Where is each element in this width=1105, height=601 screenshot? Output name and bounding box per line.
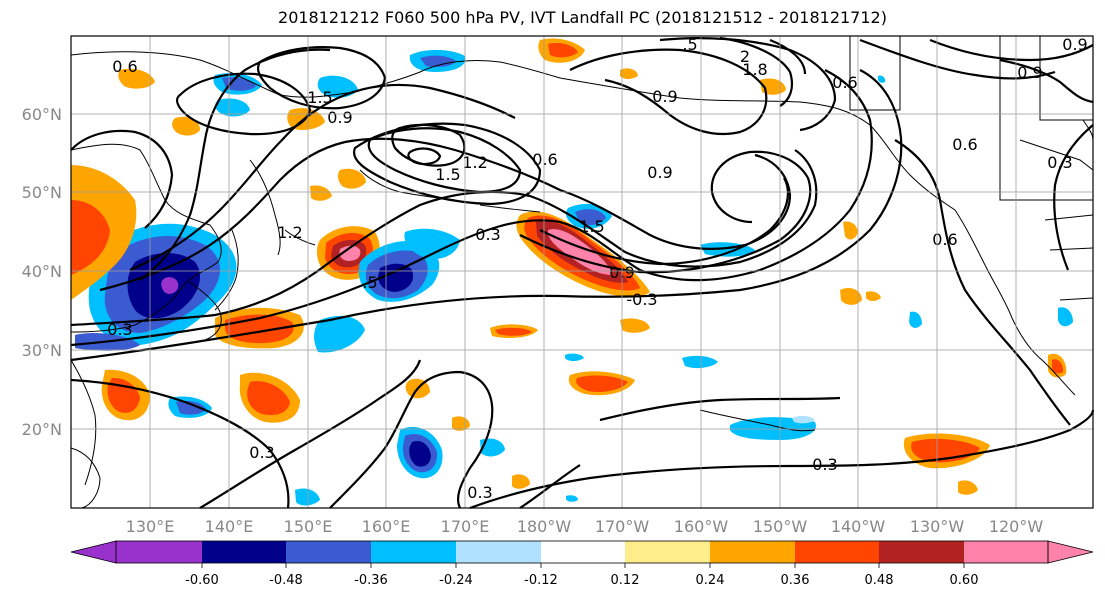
- page-title: 2018121212 F060 500 hPa PV, IVT Landfall…: [278, 8, 887, 27]
- colorbar-swatch: [456, 541, 541, 563]
- contour-label: 0.3: [467, 483, 492, 502]
- contour-label: 1.5: [307, 88, 332, 107]
- colorbar-swatch: [541, 541, 625, 563]
- contour-label: 0.6: [832, 73, 857, 92]
- lat-label-30n: 30°N: [22, 341, 62, 360]
- lon-label-160e: 160°E: [362, 517, 411, 536]
- ivt-contours: [70, 36, 1095, 510]
- contour-label: 1.2: [277, 223, 302, 242]
- lon-label-150e: 150°E: [284, 517, 333, 536]
- contour-label: .5: [682, 35, 697, 54]
- contour-label: 1.8: [742, 60, 767, 79]
- contour-label: 2: [740, 47, 750, 66]
- lat-label-50n: 50°N: [22, 183, 62, 202]
- colorbar-tick-label: -0.24: [439, 573, 473, 588]
- latitude-labels: 60°N 50°N 40°N 30°N 20°N: [22, 105, 62, 439]
- lat-label-40n: 40°N: [22, 262, 62, 281]
- contour-label: -0.3: [626, 290, 657, 309]
- contour-label: 1.5: [435, 165, 460, 184]
- colorbar-swatch: [202, 541, 286, 563]
- colorbar-swatch: [795, 541, 879, 563]
- contour-label: 0.9: [1062, 35, 1087, 54]
- colorbar-swatch: [964, 541, 1048, 563]
- lon-label-180w: 180°W: [517, 517, 572, 536]
- colorbar-swatch: [116, 541, 202, 563]
- contour-label: 0.3: [249, 443, 274, 462]
- colorbar-tick-label: -0.36: [354, 573, 388, 588]
- contour-label: 0.9: [647, 163, 672, 182]
- lon-label-120w: 120°W: [989, 517, 1044, 536]
- contour-label: 1.2: [462, 153, 487, 172]
- contour-label: 0.6: [532, 150, 557, 169]
- colorbar-swatch: [371, 541, 456, 563]
- contour-label: 0.9: [327, 108, 352, 127]
- contour-label: 0.3: [812, 455, 837, 474]
- colorbar-tick-label: -0.60: [185, 573, 219, 588]
- colorbar-swatch: [286, 541, 371, 563]
- pv-shading: [71, 38, 1073, 506]
- colorbar-tick-label: -0.12: [524, 573, 558, 588]
- colorbar: -0.60 -0.48 -0.36 -0.24 -0.12 0.12 0.24 …: [70, 540, 1094, 588]
- colorbar-tick-label: -0.48: [269, 573, 303, 588]
- colorbar-swatch: [625, 541, 710, 563]
- colorbar-tick-label: 0.24: [696, 573, 725, 588]
- contour-label: 0.9: [1017, 63, 1042, 82]
- contour-label: 0.6: [932, 230, 957, 249]
- contour-label: 0.3: [475, 225, 500, 244]
- contour-label: 1.5: [579, 217, 604, 236]
- lon-label-170w: 170°W: [595, 517, 650, 536]
- longitude-labels: 130°E 140°E 150°E 160°E 170°E 180°W 170°…: [126, 517, 1044, 536]
- gridlines: [71, 36, 1093, 508]
- colorbar-tick-label: 0.60: [950, 573, 979, 588]
- contour-label: .5: [362, 273, 377, 292]
- lon-label-160w: 160°W: [674, 517, 729, 536]
- colorbar-tick-label: 0.48: [865, 573, 894, 588]
- map-panel: 0.6 1.5 0.9 .5 2 1.8 0.9 0.6 0.9 0.9 1.2…: [70, 35, 1095, 510]
- lon-label-170e: 170°E: [441, 517, 490, 536]
- colorbar-tick-label: 0.12: [611, 573, 640, 588]
- lat-label-60n: 60°N: [22, 105, 62, 124]
- colorbar-tick-label: 0.36: [781, 573, 810, 588]
- colorbar-swatch: [879, 541, 964, 563]
- contour-labels: 0.6 1.5 0.9 .5 2 1.8 0.9 0.6 0.9 0.9 1.2…: [107, 35, 1087, 502]
- colorbar-swatch: [710, 541, 795, 563]
- contour-label: 0.6: [112, 57, 137, 76]
- lon-label-150w: 150°W: [753, 517, 808, 536]
- lon-label-140w: 140°W: [831, 517, 886, 536]
- coastlines: [70, 36, 1094, 509]
- colorbar-swatch: [1047, 540, 1094, 564]
- lon-label-140e: 140°E: [205, 517, 254, 536]
- lon-label-130w: 130°W: [910, 517, 965, 536]
- lon-label-130e: 130°E: [126, 517, 175, 536]
- contour-label: 0.6: [952, 135, 977, 154]
- lat-label-20n: 20°N: [22, 420, 62, 439]
- contour-label: 0.3: [1047, 153, 1072, 172]
- contour-label: 0.9: [652, 87, 677, 106]
- contour-label: 0.3: [107, 320, 132, 339]
- colorbar-swatch: [70, 540, 117, 564]
